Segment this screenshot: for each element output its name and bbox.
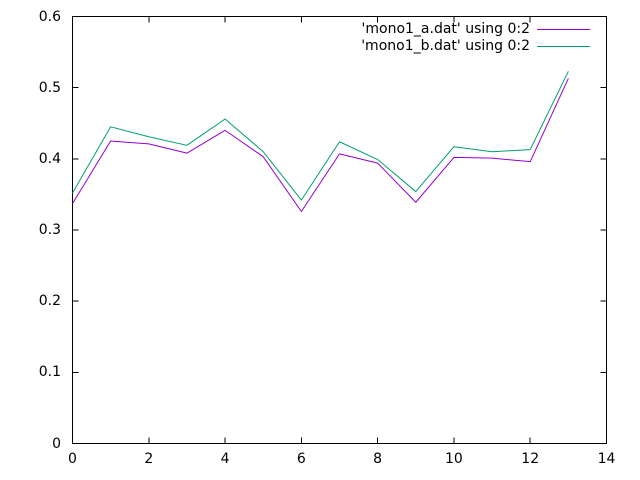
x-tick-label: 8 <box>373 451 383 467</box>
y-tick-label: 0.6 <box>38 8 61 25</box>
y-tick-label: 0 <box>52 435 61 452</box>
y-tick-label: 0.4 <box>38 150 61 167</box>
x-tick-label: 0 <box>68 451 77 467</box>
axes-group <box>72 16 607 444</box>
x-tick-label: 2 <box>144 451 154 467</box>
x-tick-label: 10 <box>445 451 463 467</box>
legend-item-mono1-a: 'mono1_a.dat' using 0:2 <box>361 21 590 38</box>
y-tick-label: 0.3 <box>38 222 61 238</box>
legend-line-sample-mono1-a <box>537 29 590 30</box>
legend-item-mono1-b: 'mono1_b.dat' using 0:2 <box>361 38 590 55</box>
x-tick-label: 6 <box>296 451 306 467</box>
legend-line-sample-mono1-b <box>537 46 590 47</box>
legend-label-mono1-b: 'mono1_b.dat' using 0:2 <box>361 38 530 54</box>
series-group <box>72 71 569 212</box>
y-tick-label: 0.2 <box>38 293 61 310</box>
x-tick-label: 4 <box>220 451 230 467</box>
y-tick-label: 0.5 <box>38 79 61 96</box>
y-tick-label: 0.1 <box>38 364 61 381</box>
legend: 'mono1_a.dat' using 0:2 'mono1_b.dat' us… <box>361 21 590 55</box>
x-tick-label: 14 <box>597 451 616 467</box>
legend-label-mono1-a: 'mono1_a.dat' using 0:2 <box>361 21 530 37</box>
x-tick-label: 12 <box>521 451 540 467</box>
series-line-0 <box>72 78 569 212</box>
series-line-1 <box>72 71 569 201</box>
plot-border <box>72 16 607 444</box>
